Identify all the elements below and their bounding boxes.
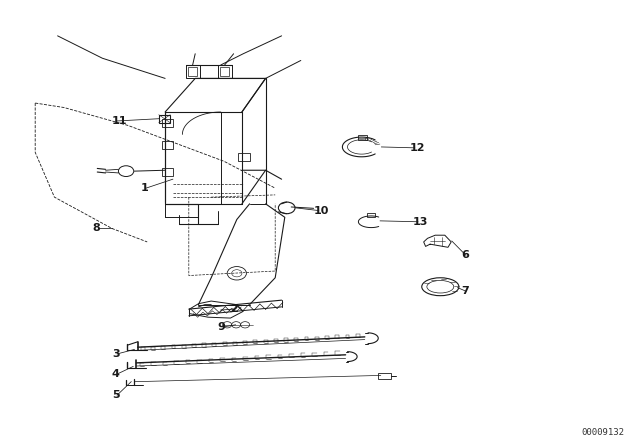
Text: 12: 12 bbox=[410, 143, 425, 153]
Text: 11: 11 bbox=[112, 116, 127, 126]
Text: 7: 7 bbox=[461, 286, 468, 296]
Text: 1: 1 bbox=[141, 183, 148, 193]
Bar bbox=[162, 119, 173, 127]
Text: 2: 2 bbox=[230, 304, 238, 314]
Bar bbox=[218, 65, 232, 78]
Bar bbox=[238, 153, 250, 161]
Bar bbox=[378, 373, 391, 379]
Text: 10: 10 bbox=[314, 206, 329, 215]
Bar bbox=[162, 168, 173, 176]
Bar bbox=[159, 115, 170, 123]
Text: 9: 9 bbox=[218, 322, 225, 332]
Bar bbox=[358, 135, 367, 140]
Text: 13: 13 bbox=[413, 217, 428, 227]
Bar bbox=[220, 67, 229, 76]
Text: 6: 6 bbox=[461, 250, 468, 260]
Bar bbox=[186, 65, 200, 78]
Bar bbox=[162, 141, 173, 149]
Text: 3: 3 bbox=[112, 349, 120, 359]
Text: 00009132: 00009132 bbox=[581, 428, 624, 437]
Text: 5: 5 bbox=[112, 390, 120, 400]
Bar bbox=[188, 67, 197, 76]
Text: 8: 8 bbox=[93, 224, 100, 233]
Bar bbox=[367, 213, 375, 217]
Text: 4: 4 bbox=[112, 369, 120, 379]
